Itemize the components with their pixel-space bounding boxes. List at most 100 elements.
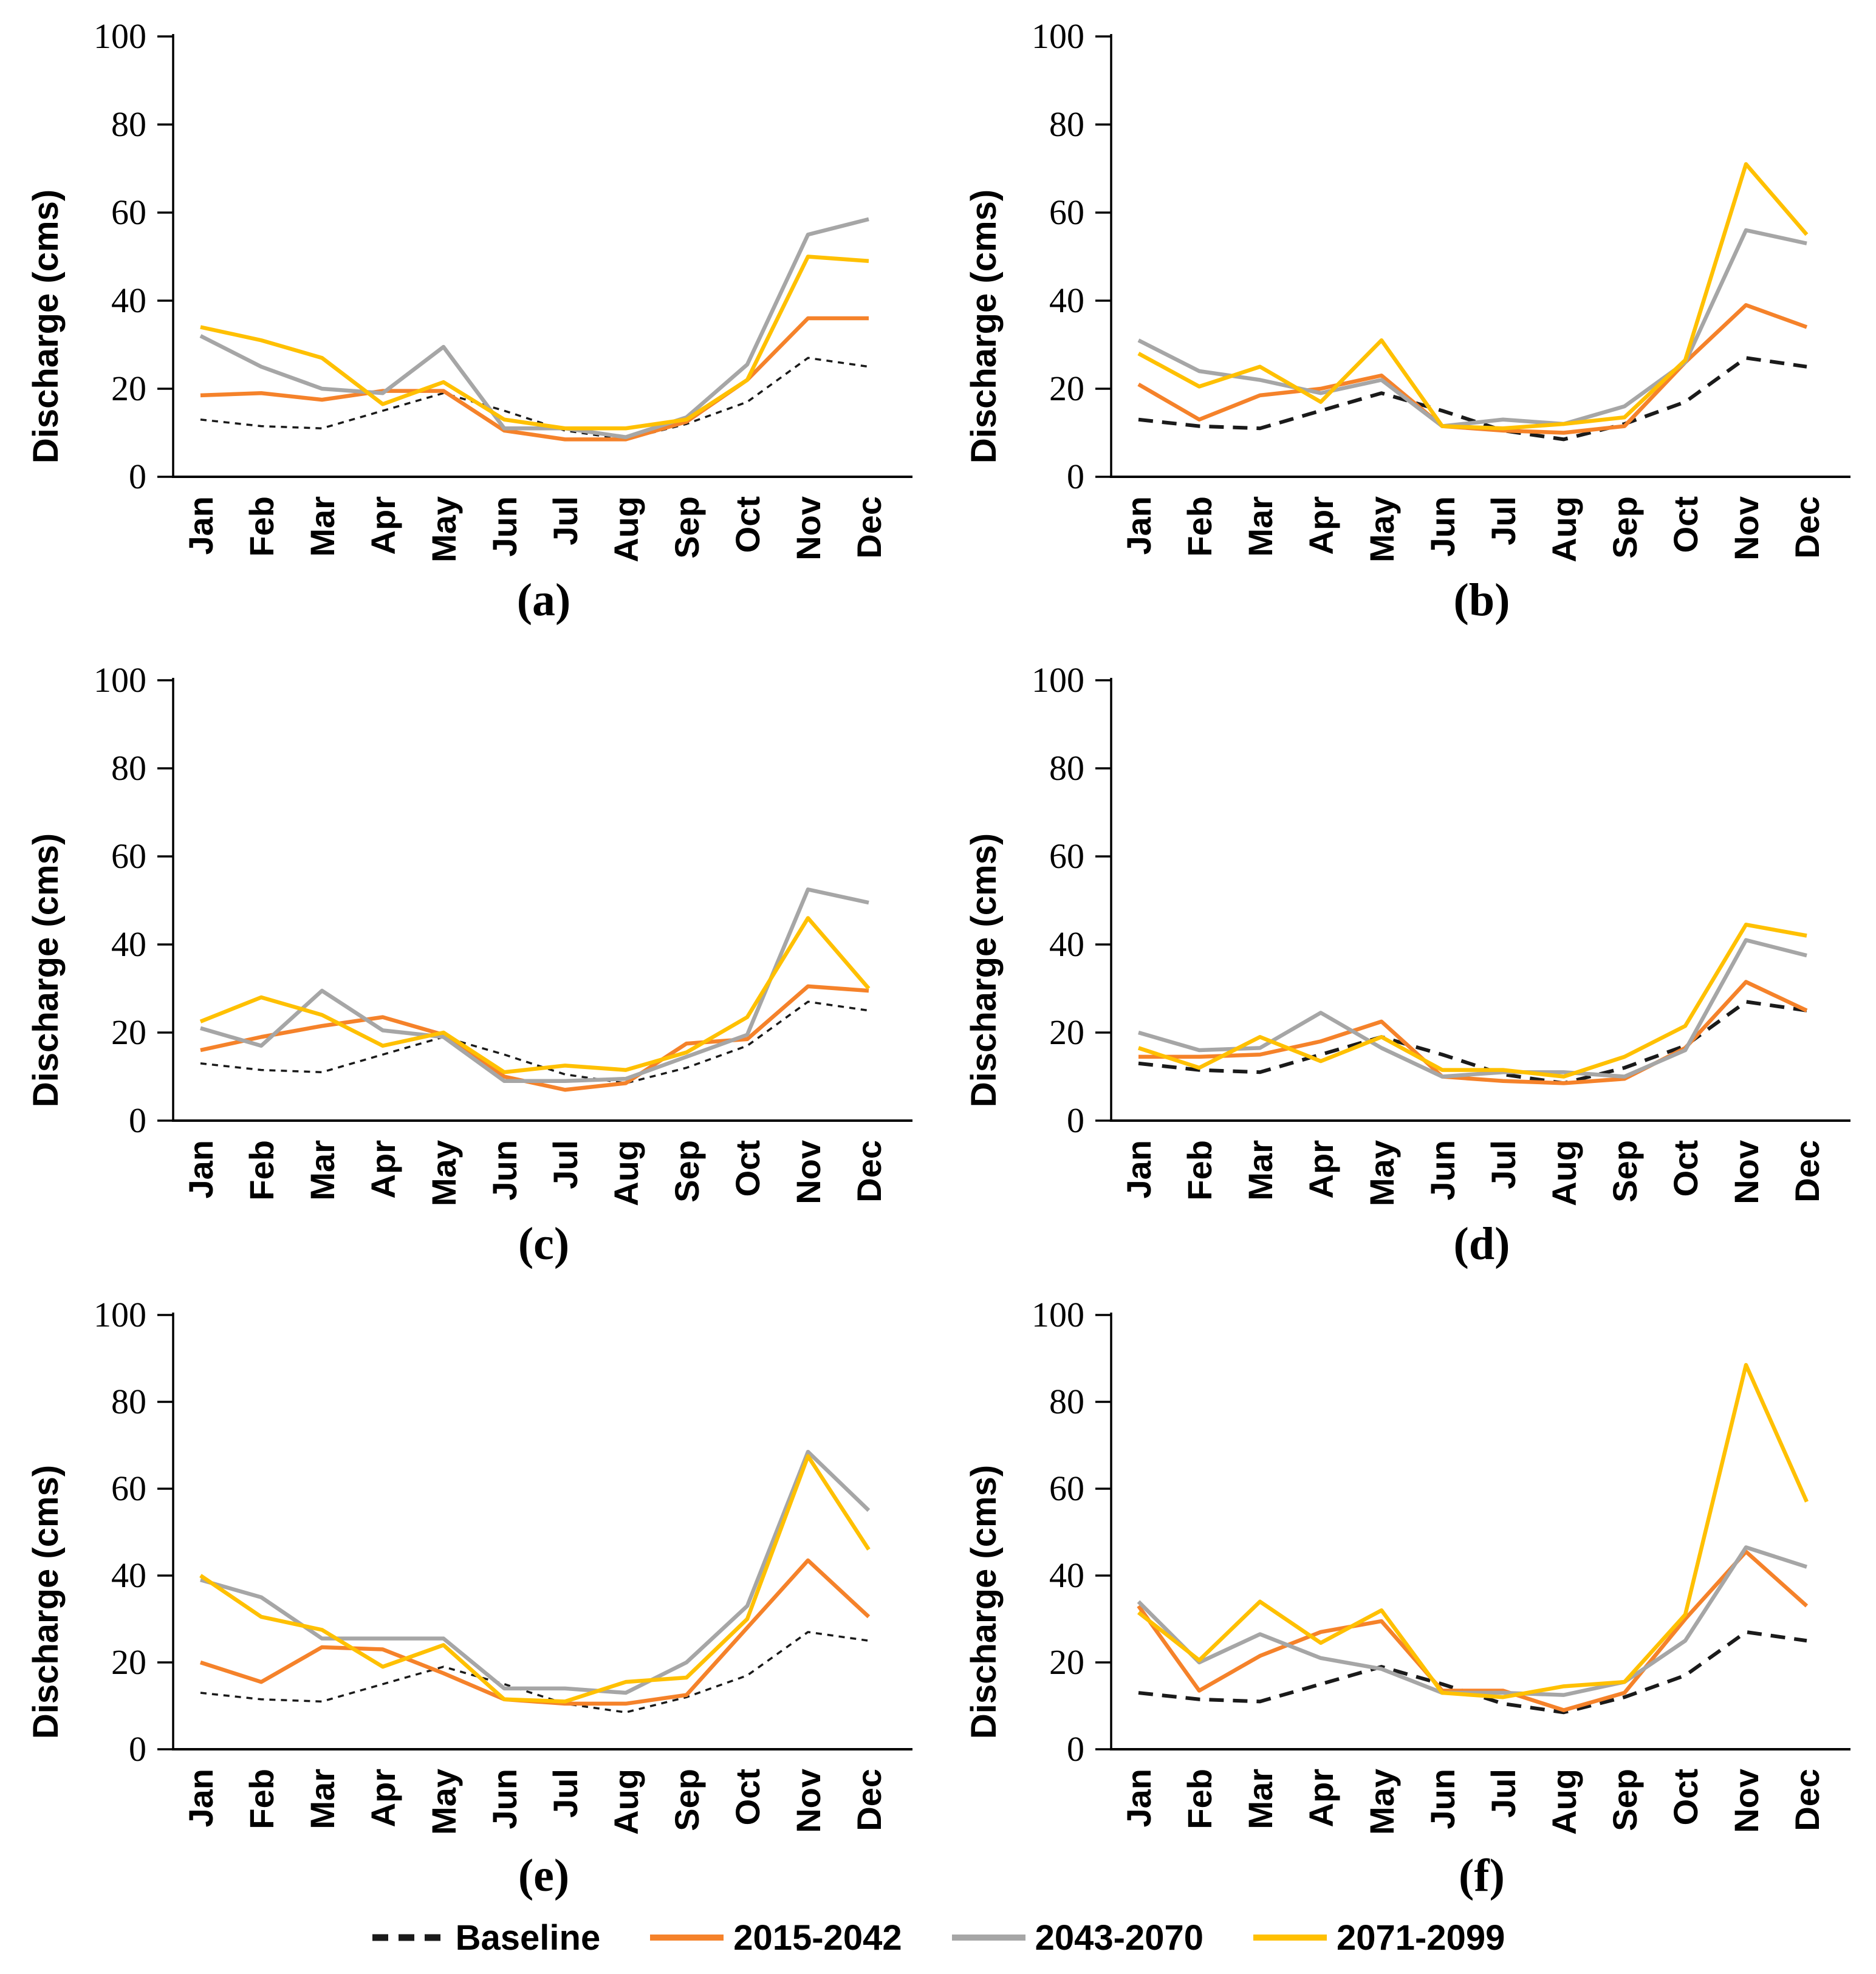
svg-text:40: 40 [111,1556,146,1595]
svg-text:Jun: Jun [1423,1769,1462,1829]
panel-d: 0 20 40 60 80 100 Jan Feb Mar Apr May Jun Jul Aug Sep O… [938,644,1876,1288]
svg-text:60: 60 [1049,836,1084,876]
svg-text:100: 100 [1032,16,1084,56]
svg-text:100: 100 [94,1295,146,1334]
svg-text:0: 0 [129,1101,146,1140]
legend-label-2043-2070: 2043-2070 [1035,1918,1203,1958]
svg-text:100: 100 [1032,1295,1084,1334]
legend-item-2015-2042: 2015-2042 [649,1918,902,1958]
chart-e: 0 20 40 60 80 100 Jan Feb Mar Apr May Jun Jul Aug Sep O… [26,1295,912,1835]
svg-text:Discharge (cms): Discharge (cms) [964,1465,1004,1739]
svg-text:Jun: Jun [485,1769,524,1829]
svg-text:Sep: Sep [668,1769,706,1831]
svg-text:60: 60 [1049,193,1084,232]
svg-text:Discharge (cms): Discharge (cms) [26,1465,66,1739]
svg-text:100: 100 [94,16,146,56]
chart-a: 0 20 40 60 80 100 Jan Feb Mar Apr May Jun Jul Aug Sep O… [26,16,912,562]
svg-text:60: 60 [111,193,146,232]
svg-text:Oct: Oct [728,1769,767,1825]
svg-text:80: 80 [111,104,146,144]
caption-f: (f) [1459,1850,1505,1901]
svg-text:Nov: Nov [1727,496,1765,561]
series-2071-2099-line-swatch [1253,1935,1327,1941]
svg-text:Jul: Jul [546,496,584,545]
svg-text:Sep: Sep [668,496,706,559]
svg-text:Nov: Nov [1727,1140,1765,1204]
svg-text:Nov: Nov [789,1769,827,1833]
svg-text:40: 40 [111,281,146,320]
legend-item-baseline: Baseline [371,1918,600,1958]
svg-text:20: 20 [1049,1013,1084,1052]
svg-text:Mar: Mar [1241,1769,1279,1829]
svg-text:Dec: Dec [1788,1140,1826,1203]
svg-text:Mar: Mar [303,1140,341,1201]
svg-text:20: 20 [111,369,146,408]
svg-text:May: May [1363,1769,1401,1835]
caption-a: (a) [516,575,571,626]
chart-d: 0 20 40 60 80 100 Jan Feb Mar Apr May Jun Jul Aug Sep O… [964,660,1850,1206]
baseline-line-swatch [372,1934,446,1941]
svg-text:Jul: Jul [1484,1140,1522,1189]
svg-text:40: 40 [1049,281,1084,320]
caption-c: (c) [518,1218,570,1269]
svg-text:20: 20 [1049,1642,1084,1682]
svg-text:Feb: Feb [1180,496,1219,557]
svg-text:Jan: Jan [182,1769,220,1828]
svg-text:May: May [425,1769,463,1835]
svg-text:Mar: Mar [1241,496,1279,557]
svg-text:80: 80 [111,1382,146,1421]
caption-b: (b) [1453,575,1510,626]
svg-text:Apr: Apr [1302,496,1340,555]
svg-text:Nov: Nov [1727,1769,1765,1833]
svg-text:80: 80 [1049,1382,1084,1421]
svg-text:Dec: Dec [850,496,888,559]
svg-text:Dec: Dec [850,1769,888,1831]
svg-text:Discharge (cms): Discharge (cms) [26,190,66,463]
svg-text:60: 60 [111,1469,146,1508]
svg-text:Sep: Sep [1606,496,1644,559]
svg-text:Aug: Aug [1545,496,1583,562]
svg-text:Oct: Oct [728,1140,767,1197]
svg-text:Nov: Nov [789,496,827,561]
svg-text:Sep: Sep [1606,1769,1644,1831]
caption-e: (e) [518,1850,570,1901]
svg-text:20: 20 [111,1642,146,1682]
svg-text:60: 60 [1049,1469,1084,1508]
svg-text:Mar: Mar [303,496,341,557]
panel-e: 0 20 40 60 80 100 Jan Feb Mar Apr May Jun Jul Aug Sep O… [0,1288,938,1901]
svg-text:40: 40 [1049,924,1084,964]
svg-text:Feb: Feb [1180,1769,1219,1829]
svg-text:Oct: Oct [1666,1769,1705,1825]
svg-text:0: 0 [1067,457,1084,496]
svg-text:Oct: Oct [728,496,767,553]
panel-b: 0 20 40 60 80 100 Jan Feb Mar Apr May Jun Jul Aug Sep O… [938,0,1876,644]
svg-text:Jul: Jul [1484,496,1522,545]
svg-text:40: 40 [111,924,146,964]
svg-text:Feb: Feb [242,1769,281,1829]
svg-text:Dec: Dec [1788,1769,1826,1831]
svg-text:Apr: Apr [1302,1140,1340,1198]
svg-text:Jul: Jul [546,1769,584,1818]
svg-text:Sep: Sep [1606,1140,1644,1203]
svg-text:Mar: Mar [1241,1140,1279,1201]
svg-text:May: May [1363,1140,1401,1206]
svg-text:80: 80 [1049,748,1084,788]
panel-f: 0 20 40 60 80 100 Jan Feb Mar Apr May Jun Jul Aug Sep O… [938,1288,1876,1901]
svg-text:Feb: Feb [242,1140,281,1201]
svg-text:Apr: Apr [364,496,402,555]
svg-text:Sep: Sep [668,1140,706,1203]
svg-text:20: 20 [1049,369,1084,408]
svg-text:Jan: Jan [1120,1140,1158,1199]
svg-text:0: 0 [129,1729,146,1769]
legend-label-2071-2099: 2071-2099 [1336,1918,1505,1958]
svg-text:Discharge (cms): Discharge (cms) [26,833,66,1107]
svg-text:60: 60 [111,836,146,876]
svg-text:Feb: Feb [1180,1140,1219,1201]
series-2043-2070-line-swatch [951,1935,1025,1941]
legend-item-2043-2070: 2043-2070 [951,1918,1203,1958]
svg-text:Discharge (cms): Discharge (cms) [964,833,1004,1107]
svg-text:Jan: Jan [182,1140,220,1199]
svg-text:40: 40 [1049,1556,1084,1595]
svg-text:Aug: Aug [1545,1769,1583,1835]
